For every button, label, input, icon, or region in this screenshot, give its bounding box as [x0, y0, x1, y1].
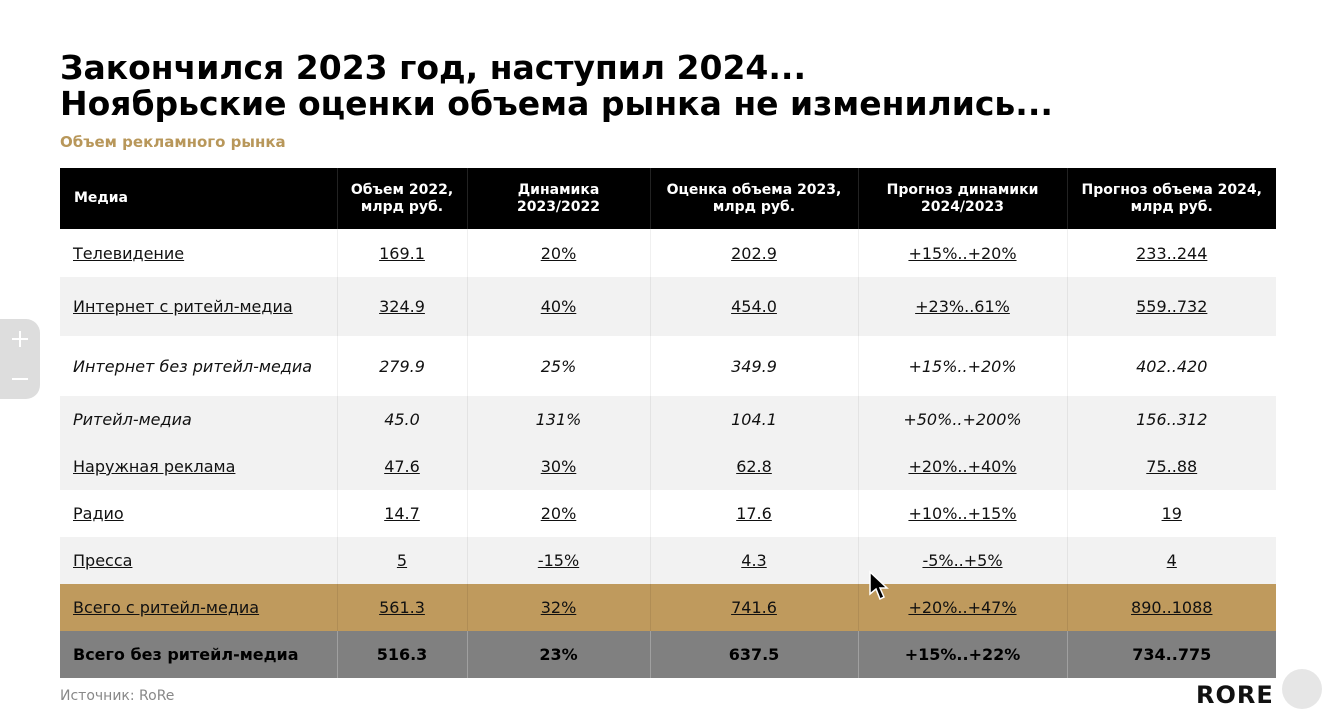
table-cell: 4	[1066, 537, 1276, 584]
table-cell: 169.1	[336, 229, 467, 277]
table-cell: Наружная реклама	[60, 443, 337, 490]
table-cell: Всего с ритейл-медиа	[60, 584, 337, 631]
table-cell: 233..244	[1066, 229, 1276, 277]
table-cell: +10%..+15%	[857, 490, 1067, 537]
table-cell: +15%..+20%	[857, 336, 1067, 396]
table-cell: +23%..61%	[857, 277, 1067, 336]
table-cell: 5	[336, 537, 467, 584]
table-row: Наружная реклама 47.6 30% 62.8 +20%..+40% 75.…	[60, 443, 1276, 490]
column-header: Динамика 2023/2022	[466, 168, 650, 229]
table-cell: Радио	[73, 504, 124, 523]
table-row: Всего без ритейл-медиа 516.3 23% 637.5 +15%.…	[60, 631, 1276, 678]
zoom-controls	[0, 319, 40, 399]
table-cell: 19	[1066, 490, 1276, 537]
subtitle: Объем рекламного рынка	[60, 133, 286, 151]
table-cell: 32%	[466, 584, 650, 631]
table-cell: 104.1	[649, 396, 858, 443]
column-header: Прогноз динамики 2024/2023	[857, 168, 1067, 229]
table-cell: +15%..+22%	[857, 631, 1067, 678]
table-cell: Пресса	[60, 537, 337, 584]
table-cell: 47.6	[336, 443, 467, 490]
table-cell: 45.0	[336, 396, 467, 443]
table-cell: 516.3	[336, 631, 467, 678]
table-cell: 454.0	[649, 277, 858, 336]
table-cell: 14.7	[336, 490, 467, 537]
market-table: Медиа Объем 2022, млрд руб. Динамика 2023/…	[60, 168, 1276, 678]
table-row: Всего с ритейл-медиа 561.3 32% 741.6 +20%..+…	[60, 584, 1276, 631]
table-cell: 30%	[466, 443, 650, 490]
title: Закончился 2023 год, наступил 2024... Но…	[60, 50, 1053, 122]
table-cell: 402..420	[1066, 336, 1276, 396]
table-cell: 890..1088	[1066, 584, 1276, 631]
column-header: Прогноз объема 2024, млрд руб.	[1066, 168, 1276, 229]
title-line: Закончился 2023 год, наступил 2024...	[60, 48, 806, 87]
table-cell: +15%..+20%	[857, 229, 1067, 277]
zoom-icons	[12, 331, 28, 380]
table-row: Интернет с ритейл-медиа 324.9 40% 454.0 +23%…	[60, 277, 1276, 336]
table-cell: 202.9	[649, 229, 858, 277]
table-cell: +20%..+47%	[857, 584, 1067, 631]
table-cell: 637.5	[649, 631, 858, 678]
table-cell: 20%	[466, 229, 650, 277]
table-cell: 25%	[466, 336, 650, 396]
header-row: Медиа Объем 2022, млрд руб. Динамика 2023/…	[60, 168, 1276, 229]
table-cell: 75..88	[1066, 443, 1276, 490]
table-cell: 17.6	[649, 490, 858, 537]
column-header: Объем 2022, млрд руб.	[336, 168, 467, 229]
title-line: Ноябрьские оценки объема рынка не измени…	[60, 84, 1053, 123]
table-cell: 559..732	[1066, 277, 1276, 336]
table-row: Ритейл-медиа 45.0 131% 104.1 +50%..+200% 156.…	[60, 396, 1276, 443]
table-cell: 324.9	[336, 277, 467, 336]
table-cell: Ритейл-медиа	[60, 396, 337, 443]
table-cell: 40%	[466, 277, 650, 336]
table-cell: 23%	[466, 631, 650, 678]
table-cell: 20%	[466, 490, 650, 537]
logo: RORE	[1196, 681, 1274, 709]
table-cell: Интернет с ритейл-медиа	[60, 277, 337, 336]
table-row: Радио 14.7 20% 17.6 +10%..+15% 19	[60, 490, 1276, 537]
table-cell: 734..775	[1066, 631, 1276, 678]
table-row: Пресса 5 -15% 4.3 -5%..+5% 4	[60, 537, 1276, 584]
table-cell: 131%	[466, 396, 650, 443]
table-cell: 156..312	[1066, 396, 1276, 443]
table-row: Интернет без ритейл-медиа 279.9 25% 349.9 +1…	[60, 336, 1276, 396]
table-cell: +50%..+200%	[857, 396, 1067, 443]
table-cell: +20%..+40%	[857, 443, 1067, 490]
table-cell: Интернет без ритейл-медиа	[73, 356, 313, 376]
table-cell: -5%..+5%	[857, 537, 1067, 584]
column-header: Оценка объема 2023, млрд руб.	[649, 168, 858, 229]
table-cell: 62.8	[649, 443, 858, 490]
table-cell: -15%	[466, 537, 650, 584]
table-row: Телевидение 169.1 20% 202.9 +15%..+20% 233..2…	[60, 229, 1276, 277]
table-cell: 561.3	[336, 584, 467, 631]
table-cell: Всего без ритейл-медиа	[60, 631, 337, 678]
fullscreen-button[interactable]	[1282, 669, 1322, 709]
table-cell: 741.6	[649, 584, 858, 631]
table-cell: 349.9	[649, 336, 858, 396]
table-cell: Телевидение	[73, 243, 185, 263]
column-header: Медиа	[60, 168, 337, 229]
table-cell: 279.9	[336, 336, 467, 396]
source: Источник: RoRe	[60, 688, 175, 704]
table-cell: 4.3	[649, 537, 858, 584]
cursor	[869, 570, 889, 601]
